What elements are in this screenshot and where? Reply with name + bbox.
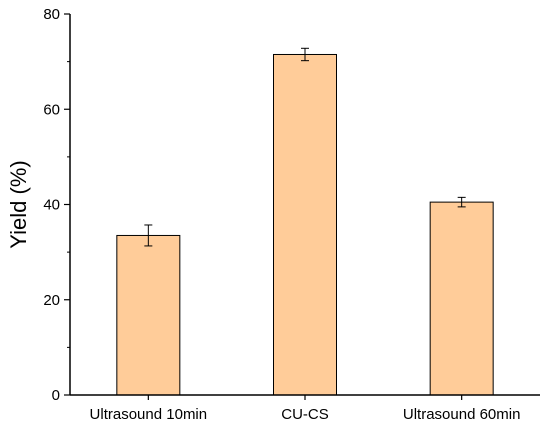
bar-2 (429, 201, 494, 396)
x-ticks-group: Ultrasound 10min CU-CS Ultrasound 60min (90, 395, 521, 423)
bar-0 (116, 234, 181, 396)
y-tick-label-2: 40 (43, 197, 60, 214)
bar-1 (273, 53, 337, 396)
y-tick-label-4: 80 (43, 6, 60, 23)
x-tick-label-0: Ultrasound 10min (90, 406, 208, 423)
error-bars-group (144, 47, 466, 247)
y-tick-label-0: 0 (52, 387, 60, 404)
y-axis-title: Yield (%) (6, 160, 31, 248)
x-tick-label-1: CU-CS (281, 406, 329, 423)
bars-group (116, 53, 494, 396)
y-ticks-group: 0 20 40 60 80 (43, 6, 70, 404)
y-tick-label-3: 60 (43, 101, 60, 118)
y-tick-label-1: 20 (43, 292, 60, 309)
x-tick-label-2: Ultrasound 60min (403, 406, 521, 423)
